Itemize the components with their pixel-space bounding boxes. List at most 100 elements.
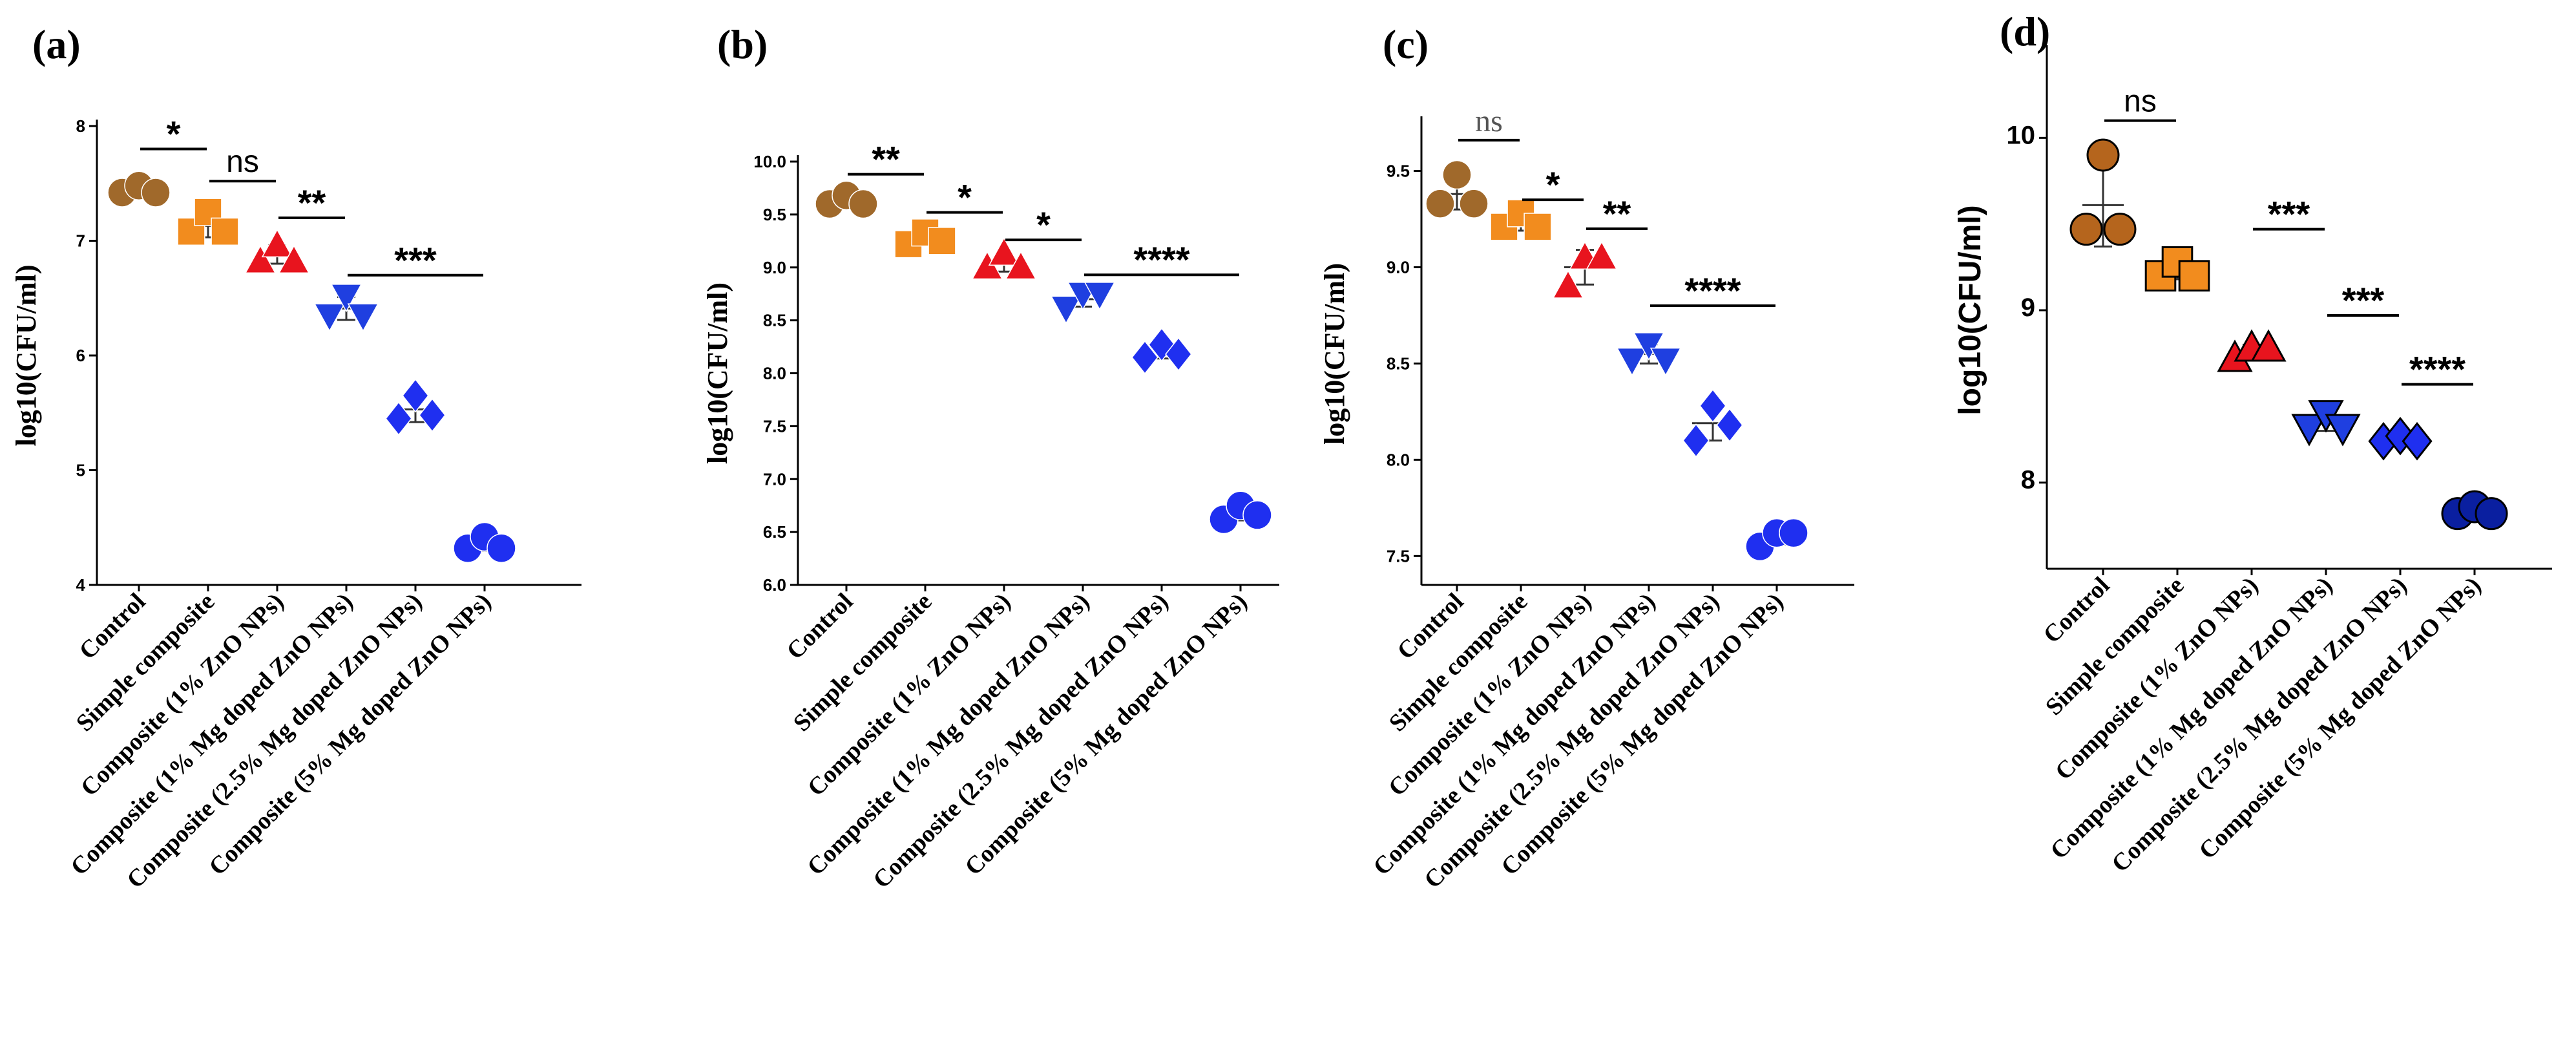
data-point bbox=[487, 533, 516, 563]
significance-label: ns bbox=[226, 145, 259, 179]
y-tick-label: 4 bbox=[76, 575, 86, 595]
series-4 bbox=[2368, 416, 2433, 461]
y-tick-label: 9 bbox=[2021, 293, 2035, 322]
x-tick-label: Control bbox=[782, 588, 859, 665]
series-4 bbox=[385, 378, 446, 436]
data-point bbox=[2291, 414, 2327, 447]
y-tick-label: 6 bbox=[76, 346, 85, 365]
data-point bbox=[1084, 282, 1116, 311]
data-point bbox=[1586, 240, 1618, 270]
data-point bbox=[2103, 213, 2137, 246]
y-tick-label: 8.0 bbox=[763, 364, 786, 383]
significance-label: ns bbox=[1475, 104, 1503, 138]
data-point bbox=[1131, 340, 1158, 375]
data-point bbox=[1616, 347, 1648, 377]
significance-label: * bbox=[1036, 204, 1051, 245]
y-tick-label: 9.5 bbox=[763, 205, 786, 224]
data-point bbox=[141, 178, 171, 207]
significance-label: **** bbox=[1684, 270, 1741, 311]
x-tick-label: Composite (1% Mg doped ZnO NPs) bbox=[802, 588, 1094, 881]
data-point bbox=[2402, 421, 2433, 461]
data-point bbox=[385, 401, 412, 436]
y-tick-label: 8 bbox=[2021, 466, 2035, 494]
y-tick-label: 8.0 bbox=[1387, 450, 1410, 469]
data-point bbox=[1165, 337, 1192, 372]
y-tick-label: 8.5 bbox=[1387, 354, 1410, 373]
data-point bbox=[1005, 251, 1037, 280]
y-tick-label: 6.5 bbox=[763, 522, 786, 542]
y-tick-label: 5 bbox=[76, 461, 85, 480]
panel-label: (a) bbox=[32, 21, 81, 67]
data-point bbox=[988, 237, 1020, 266]
data-point bbox=[2250, 329, 2287, 362]
data-point bbox=[2178, 260, 2210, 291]
x-tick-label: Composite (2.5% Mg doped ZnO NPs) bbox=[1419, 588, 1724, 894]
series-0 bbox=[2069, 138, 2137, 248]
y-tick-label: 7.5 bbox=[763, 416, 786, 436]
data-point bbox=[313, 303, 346, 332]
data-point bbox=[330, 284, 362, 313]
panel-b: (b) 6.0 6.5 7.0 7.5 8.0 8.5 9.0 9.5 10.0 log10(CFU… bbox=[702, 21, 1279, 894]
y-tick-label: 8 bbox=[76, 116, 85, 136]
series-0 bbox=[1425, 160, 1489, 218]
series-4 bbox=[1131, 327, 1192, 375]
series-3 bbox=[2291, 400, 2361, 447]
y-tick-label: 7.0 bbox=[763, 469, 786, 489]
series-5 bbox=[1209, 491, 1272, 535]
panel-c: (c)7.58.08.59.09.5log10(CFU/ml)ControlSi… bbox=[1319, 21, 1854, 894]
data-point bbox=[1682, 423, 1710, 458]
data-point bbox=[244, 244, 277, 273]
significance-label: *** bbox=[2342, 280, 2385, 321]
significance-label: *** bbox=[2268, 194, 2310, 235]
data-point bbox=[278, 244, 310, 273]
series-0 bbox=[107, 171, 171, 207]
data-point bbox=[1633, 332, 1665, 361]
y-axis-label: log10(CFU/ml) bbox=[702, 282, 733, 464]
x-tick-label: Simple composite bbox=[2040, 572, 2189, 721]
data-point bbox=[1524, 213, 1552, 241]
data-point bbox=[1459, 189, 1489, 218]
data-point bbox=[1242, 500, 1272, 530]
data-point bbox=[1649, 347, 1682, 377]
panel-label: (d) bbox=[2000, 8, 2050, 54]
significance-label: ** bbox=[1603, 193, 1631, 234]
data-point bbox=[1779, 518, 1808, 548]
x-tick-label: Composite (5% Mg doped ZnO NPs) bbox=[959, 588, 1252, 881]
y-axis-label: log10(CFU/ml) bbox=[10, 264, 42, 446]
series-5 bbox=[453, 522, 516, 563]
y-tick-label: 9.0 bbox=[763, 258, 786, 277]
data-point bbox=[261, 229, 293, 258]
data-point bbox=[2385, 416, 2416, 456]
panel-label: (c) bbox=[1383, 21, 1429, 67]
data-point bbox=[2325, 414, 2361, 447]
y-tick-label: 7 bbox=[76, 231, 85, 251]
data-point bbox=[419, 398, 446, 432]
y-tick-label: 10.0 bbox=[753, 152, 786, 171]
y-tick-label: 9.5 bbox=[1387, 161, 1410, 180]
series-3 bbox=[313, 284, 379, 332]
y-tick-label: 6.0 bbox=[763, 575, 786, 595]
significance-label: *** bbox=[394, 240, 437, 281]
y-tick-label: 10 bbox=[2007, 121, 2036, 149]
data-point bbox=[2069, 213, 2103, 246]
series-5 bbox=[1745, 518, 1808, 562]
x-tick-label: Control bbox=[2038, 572, 2115, 649]
series-2 bbox=[1552, 240, 1618, 299]
significance-label: ** bbox=[298, 182, 326, 223]
y-tick-label: 9.0 bbox=[1387, 257, 1410, 277]
series-2 bbox=[2217, 329, 2287, 372]
data-point bbox=[1442, 160, 1472, 190]
series-1 bbox=[177, 198, 239, 246]
panel-label: (b) bbox=[717, 21, 768, 67]
data-point bbox=[928, 227, 956, 255]
significance-label: * bbox=[958, 177, 972, 218]
series-1 bbox=[1490, 199, 1552, 241]
data-point bbox=[211, 217, 239, 246]
series-1 bbox=[894, 218, 956, 259]
significance-label: ns bbox=[2124, 85, 2157, 119]
x-tick-label: Simple composite bbox=[788, 588, 937, 737]
data-point bbox=[848, 189, 878, 219]
y-axis-label: log10(CFU/ml) bbox=[1953, 205, 1987, 415]
